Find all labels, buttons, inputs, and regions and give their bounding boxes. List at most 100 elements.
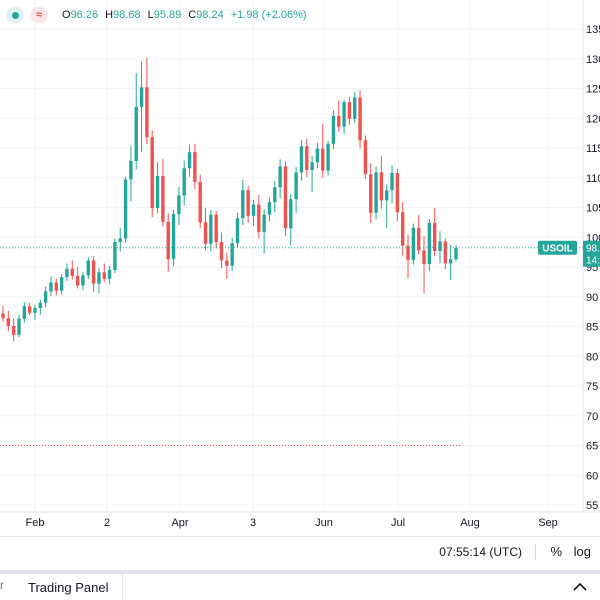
- symbol-label[interactable]: USOIL: [538, 240, 577, 255]
- candle: [305, 139, 309, 178]
- wave-icon[interactable]: ≈: [30, 7, 48, 23]
- price-label-layer: USOIL 98.14:: [538, 240, 600, 267]
- utc-clock[interactable]: 07:55:14 (UTC): [439, 545, 522, 559]
- candle: [374, 166, 378, 220]
- x-tick-label: Apr: [171, 517, 188, 529]
- candle: [379, 156, 384, 209]
- candle: [129, 145, 133, 202]
- candle: [369, 163, 373, 223]
- ohlc-legend: ≈ O96.26 H98.68 L95.89 C98.24 +1.98 (+2.…: [6, 6, 307, 24]
- candle: [54, 278, 58, 296]
- candle: [214, 211, 218, 249]
- candle: [411, 223, 416, 265]
- candle: [166, 213, 170, 272]
- candle: [310, 155, 314, 193]
- y-tick-label: 90: [586, 292, 598, 304]
- candle: [427, 218, 432, 272]
- y-tick-label: 115: [586, 143, 600, 155]
- x-tick-label: 3: [250, 517, 256, 529]
- grid: [0, 0, 583, 512]
- candle: [43, 286, 48, 308]
- candle: [406, 234, 410, 279]
- candle: [395, 168, 400, 222]
- y-tick-label: 80: [586, 351, 598, 363]
- candle: [1, 305, 5, 322]
- candle: [273, 180, 277, 213]
- divider: [535, 544, 536, 560]
- candle: [225, 252, 229, 279]
- x-tick-label: Jul: [391, 517, 405, 529]
- x-tick-label: 2: [104, 517, 110, 529]
- candle: [22, 302, 27, 323]
- candle: [251, 199, 256, 226]
- high-value: H98.68: [105, 9, 141, 21]
- status-dot-icon[interactable]: [6, 7, 24, 23]
- open-value: O96.26: [62, 9, 99, 21]
- change-value: +1.98 (+2.06%): [230, 9, 307, 21]
- candle: [27, 302, 32, 316]
- candle: [150, 130, 154, 218]
- candle: [342, 99, 346, 134]
- candle: [113, 238, 117, 273]
- candle: [289, 193, 293, 246]
- close-value: C98.24: [188, 9, 224, 21]
- candle: [331, 109, 336, 150]
- candle: [401, 202, 405, 256]
- candlestick-chart[interactable]: 1351301251201151101051009590858075706560…: [0, 0, 600, 540]
- candle: [11, 318, 16, 342]
- candle: [257, 195, 261, 239]
- candle: [107, 265, 112, 285]
- svg-text:USOIL: USOIL: [542, 244, 573, 255]
- candle: [182, 160, 186, 206]
- candle: [278, 159, 282, 199]
- candle: [38, 299, 43, 315]
- log-scale-button[interactable]: log: [573, 544, 591, 559]
- x-tick-label: Jun: [315, 517, 333, 529]
- candle: [171, 209, 176, 267]
- chart-area[interactable]: 1351301251201151101051009590858075706560…: [0, 0, 600, 540]
- candle: [70, 260, 74, 280]
- x-tick-label: Feb: [26, 517, 45, 529]
- candle: [385, 184, 389, 228]
- candle: [193, 143, 197, 190]
- candle: [283, 161, 288, 237]
- current-price-label: 98.14:: [583, 240, 600, 267]
- bottom-panel: r Trading Panel: [0, 570, 600, 600]
- bar-countdown: 14:: [586, 256, 600, 267]
- candle: [97, 267, 101, 294]
- candle: [390, 165, 394, 204]
- candle: [262, 209, 266, 254]
- tab-trading-panel[interactable]: Trading Panel: [14, 574, 124, 600]
- candle: [241, 179, 245, 226]
- candle: [321, 123, 325, 178]
- svg-text:98.: 98.: [586, 244, 600, 255]
- candle: [187, 144, 192, 177]
- candle: [65, 263, 69, 282]
- candle: [347, 96, 352, 125]
- candle: [49, 276, 53, 297]
- candle: [448, 244, 453, 281]
- percent-scale-button[interactable]: %: [550, 544, 562, 559]
- candle: [134, 73, 138, 170]
- candle: [326, 140, 330, 176]
- candle: [315, 142, 320, 169]
- y-tick-label: 70: [586, 411, 598, 423]
- candle: [438, 231, 442, 263]
- ohlc-values: O96.26 H98.68 L95.89 C98.24 +1.98 (+2.06…: [62, 9, 307, 21]
- low-value: L95.89: [147, 9, 182, 21]
- panel-tab-stub[interactable]: r: [0, 578, 4, 592]
- candle: [161, 159, 165, 227]
- candle: [203, 208, 208, 251]
- candle: [353, 92, 357, 124]
- x-tick-label: Sep: [538, 517, 558, 529]
- candle: [246, 186, 250, 223]
- y-tick-label: 120: [586, 113, 600, 125]
- candle: [294, 167, 298, 213]
- candle: [6, 311, 11, 332]
- candle: [198, 174, 202, 228]
- candle: [123, 176, 128, 243]
- candle: [267, 197, 272, 222]
- chevron-up-icon[interactable]: [572, 580, 588, 594]
- candle: [235, 212, 240, 248]
- candle: [416, 215, 421, 255]
